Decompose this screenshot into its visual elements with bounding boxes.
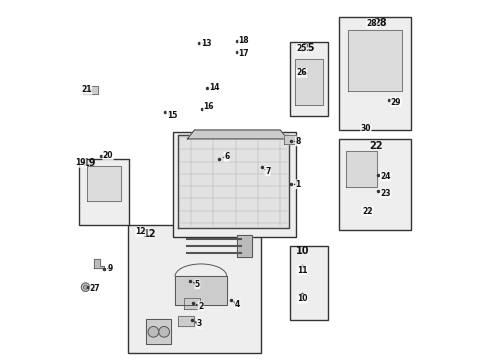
Polygon shape — [283, 135, 296, 144]
Polygon shape — [146, 319, 171, 344]
Text: 2: 2 — [198, 302, 203, 311]
Text: 16: 16 — [203, 102, 214, 111]
Text: 22: 22 — [362, 207, 372, 216]
Bar — [80, 158, 129, 225]
Polygon shape — [187, 130, 287, 139]
Bar — [339, 18, 410, 130]
Polygon shape — [83, 86, 98, 94]
Circle shape — [81, 283, 90, 292]
Text: 14: 14 — [209, 83, 219, 92]
Polygon shape — [178, 316, 194, 327]
Bar — [128, 225, 260, 353]
Text: 27: 27 — [90, 284, 101, 293]
Text: 4: 4 — [234, 300, 240, 309]
Circle shape — [83, 285, 87, 289]
Text: 3: 3 — [197, 319, 202, 328]
Polygon shape — [237, 235, 251, 257]
Text: 28: 28 — [372, 18, 386, 28]
Polygon shape — [183, 298, 200, 309]
Text: 30: 30 — [360, 125, 370, 134]
Text: 6: 6 — [224, 152, 229, 161]
Bar — [339, 139, 410, 230]
Bar — [289, 246, 328, 320]
Bar — [289, 42, 327, 116]
Text: 9: 9 — [108, 264, 113, 273]
Polygon shape — [87, 166, 121, 202]
Bar — [173, 132, 296, 237]
Text: 26: 26 — [296, 68, 306, 77]
Polygon shape — [347, 30, 401, 91]
Polygon shape — [294, 59, 323, 105]
Text: 15: 15 — [166, 111, 177, 120]
Text: 12: 12 — [135, 227, 146, 236]
Text: 11: 11 — [297, 266, 307, 275]
Text: 23: 23 — [380, 189, 390, 198]
Text: 10: 10 — [297, 294, 307, 303]
Polygon shape — [94, 258, 104, 267]
Text: 19: 19 — [83, 158, 96, 168]
Text: 19: 19 — [76, 158, 86, 167]
Text: 28: 28 — [366, 19, 376, 28]
Text: 20: 20 — [102, 151, 113, 160]
Text: 10: 10 — [295, 247, 309, 256]
Circle shape — [148, 327, 159, 337]
Text: 29: 29 — [390, 98, 400, 107]
Text: 7: 7 — [264, 167, 270, 176]
Text: 12: 12 — [142, 229, 156, 239]
Text: 21: 21 — [81, 85, 92, 94]
Text: 24: 24 — [380, 172, 390, 181]
Text: 22: 22 — [369, 141, 382, 151]
Text: 18: 18 — [238, 36, 248, 45]
Text: 13: 13 — [200, 39, 211, 48]
Circle shape — [159, 327, 169, 337]
Text: 25: 25 — [301, 43, 314, 53]
Text: 8: 8 — [295, 137, 300, 146]
Polygon shape — [346, 152, 376, 187]
Text: 25: 25 — [296, 44, 306, 53]
Text: 1: 1 — [295, 180, 300, 189]
Text: 17: 17 — [238, 49, 248, 58]
Text: 5: 5 — [194, 280, 200, 289]
Polygon shape — [175, 276, 226, 305]
